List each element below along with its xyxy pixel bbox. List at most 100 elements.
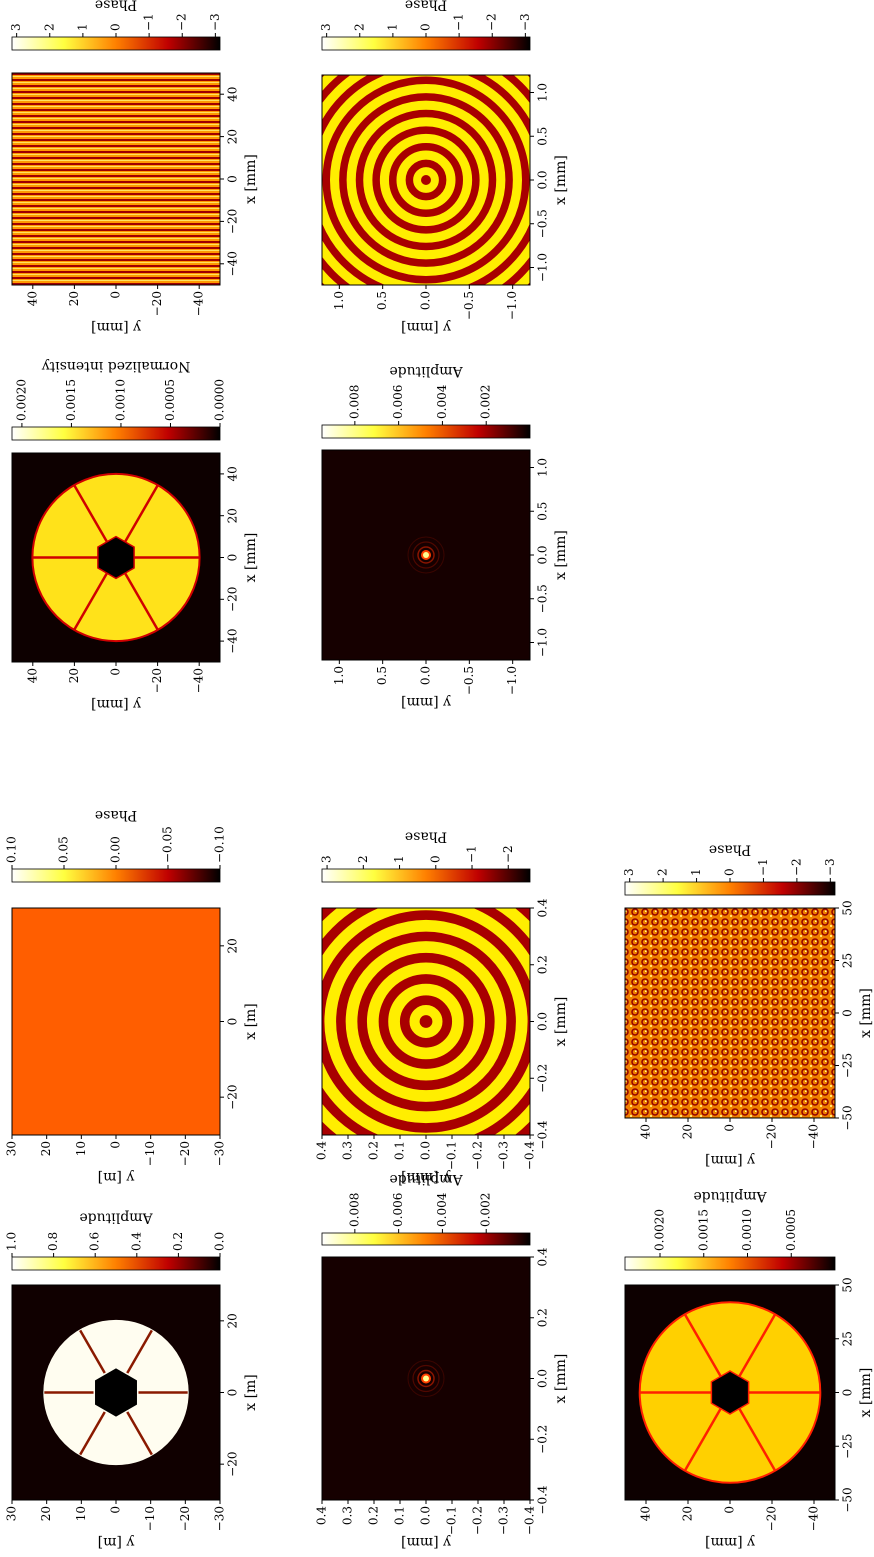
x-tick-label: 25 bbox=[841, 1331, 855, 1346]
y-tick-label: 0.1 bbox=[393, 1506, 407, 1525]
colorbar-tick-label: −1 bbox=[452, 13, 466, 31]
x-tick-label: −25 bbox=[841, 1434, 855, 1459]
y-tick-label: 0 bbox=[109, 668, 123, 676]
x-tick-label: 0.2 bbox=[536, 1308, 550, 1327]
colorbar-label: Phase bbox=[405, 829, 447, 845]
ring bbox=[399, 995, 453, 1048]
x-tick-label: −0.2 bbox=[536, 1425, 550, 1454]
image bbox=[322, 75, 530, 285]
colorbar-tick-label: 0.008 bbox=[347, 1193, 361, 1227]
y-tick-label: −0.2 bbox=[471, 1141, 485, 1170]
ring bbox=[389, 143, 463, 217]
image bbox=[322, 1257, 530, 1500]
colorbar-tick-label: −2 bbox=[175, 13, 189, 31]
y-tick-label: −40 bbox=[192, 291, 206, 316]
image bbox=[625, 1285, 835, 1500]
colorbar-tick-label: 0.4 bbox=[129, 1232, 143, 1251]
y-tick-label: −20 bbox=[765, 1506, 779, 1531]
colorbar bbox=[321, 36, 531, 51]
x-tick-label: 0 bbox=[841, 1009, 855, 1017]
y-tick-label: −40 bbox=[192, 668, 206, 693]
ring bbox=[336, 931, 516, 1112]
y-tick-label: 30 bbox=[5, 1141, 19, 1156]
colorbar-tick-label: 0.006 bbox=[391, 385, 405, 419]
x-tick-label: −0.5 bbox=[536, 209, 550, 238]
colorbar-label: Phase bbox=[709, 842, 751, 858]
colorbar-label: Amplitude bbox=[693, 1188, 767, 1204]
colorbar-tick-label: 0.6 bbox=[88, 1232, 102, 1251]
colorbar-label: Phase bbox=[95, 0, 137, 13]
spot bbox=[423, 1375, 429, 1382]
x-tick-label: −20 bbox=[226, 1452, 240, 1477]
y-axis-label: y [mm] bbox=[91, 696, 142, 712]
colorbar-tick-label: 0.0005 bbox=[163, 379, 177, 421]
ring bbox=[419, 1015, 433, 1028]
y-tick-label: 0.3 bbox=[341, 1506, 355, 1525]
y-tick-label: −20 bbox=[178, 1506, 192, 1531]
y-tick-label: 20 bbox=[67, 291, 81, 306]
image-fill bbox=[12, 908, 220, 1135]
ring bbox=[355, 109, 497, 251]
x-axis-label: x [mm] bbox=[553, 530, 569, 580]
y-axis-label: y [mm] bbox=[401, 1534, 452, 1550]
colorbar-tick-label: 0.002 bbox=[479, 1193, 493, 1227]
y-tick-label: 0.0 bbox=[419, 666, 433, 685]
y-tick-label: 0.3 bbox=[341, 1141, 355, 1160]
x-tick-label: 0 bbox=[226, 1389, 240, 1397]
colorbar bbox=[11, 426, 221, 441]
ring bbox=[417, 1369, 435, 1388]
y-tick-label: 1.0 bbox=[332, 666, 346, 685]
image-fill bbox=[12, 73, 220, 285]
y-axis-label: y [mm] bbox=[705, 1534, 756, 1550]
x-tick-label: 1.0 bbox=[536, 458, 550, 477]
x-axis-label: x [mm] bbox=[243, 533, 259, 583]
y-tick-label: 40 bbox=[25, 291, 39, 306]
y-tick-label: 0.0 bbox=[419, 1141, 433, 1160]
y-tick-label: −1.0 bbox=[505, 666, 519, 695]
y-tick-label: 10 bbox=[74, 1141, 88, 1156]
colorbar-tick-label: 0.0005 bbox=[784, 1209, 798, 1251]
colorbar-tick-label: 0 bbox=[419, 23, 433, 31]
x-tick-label: 0.0 bbox=[536, 1369, 550, 1388]
obscuration bbox=[93, 1366, 139, 1419]
y-tick-label: 0 bbox=[723, 1506, 737, 1514]
x-tick-label: −40 bbox=[226, 251, 240, 276]
colorbar-tick-label: 0.0015 bbox=[696, 1209, 710, 1251]
obscuration bbox=[710, 1370, 750, 1415]
y-tick-label: 40 bbox=[25, 668, 39, 683]
y-tick-label: 20 bbox=[67, 668, 81, 683]
colorbar-tick-label: 2 bbox=[42, 23, 56, 31]
colorbar-tick-label: 0.05 bbox=[57, 836, 71, 863]
colorbar-tick-label: −2 bbox=[485, 13, 499, 31]
y-tick-label: −40 bbox=[807, 1124, 821, 1149]
y-tick-label: 20 bbox=[681, 1124, 695, 1139]
y-axis-label: y [m] bbox=[98, 1169, 136, 1185]
y-tick-label: −30 bbox=[213, 1141, 227, 1166]
y-tick-label: 30 bbox=[5, 1506, 19, 1521]
y-tick-label: −0.4 bbox=[523, 1506, 537, 1536]
y-tick-label: −0.3 bbox=[497, 1506, 511, 1535]
image bbox=[625, 908, 835, 1118]
x-tick-label: 50 bbox=[841, 1277, 855, 1292]
colorbar-tick-label: 1 bbox=[385, 23, 399, 31]
colorbar-tick-label: −3 bbox=[208, 13, 222, 31]
x-tick-label: 0 bbox=[226, 1018, 240, 1026]
x-axis-label: x [mm] bbox=[553, 997, 569, 1047]
y-tick-label: 0.5 bbox=[375, 291, 389, 310]
colorbar-tick-label: 0 bbox=[428, 855, 442, 863]
x-tick-label: −20 bbox=[226, 1085, 240, 1110]
colorbar-tick-label: −2 bbox=[501, 845, 515, 863]
y-axis-label: y [mm] bbox=[401, 1169, 452, 1185]
colorbar-label: Amplitude bbox=[79, 1209, 153, 1225]
colorbar-tick-label: 0.004 bbox=[435, 1192, 449, 1227]
y-axis-label: y [mm] bbox=[401, 694, 452, 710]
colorbar-tick-label: 0.004 bbox=[435, 384, 449, 419]
y-tick-label: 40 bbox=[639, 1124, 653, 1139]
x-tick-label: −0.2 bbox=[536, 1064, 550, 1093]
y-tick-label: 10 bbox=[74, 1506, 88, 1521]
x-axis-label: x [m] bbox=[243, 1003, 259, 1040]
ring bbox=[339, 93, 513, 267]
colorbar-tick-label: 0 bbox=[109, 23, 123, 31]
x-axis-label: x [mm] bbox=[553, 155, 569, 205]
colorbar-tick-label: 3 bbox=[319, 23, 333, 31]
